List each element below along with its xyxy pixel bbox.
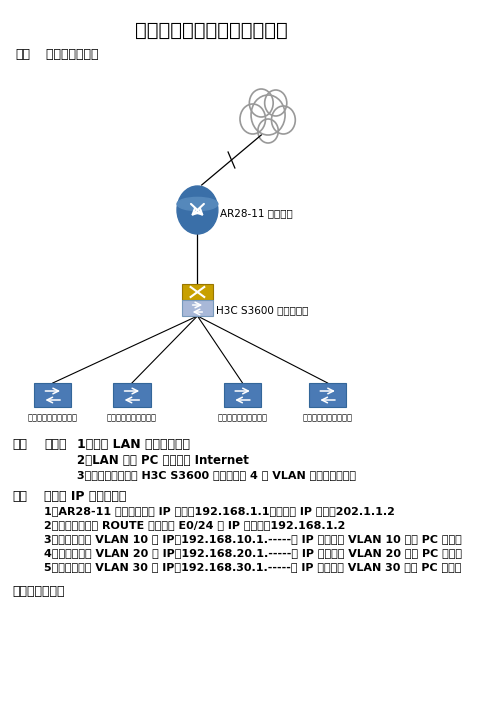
Text: 四、具体配置：: 四、具体配置：	[13, 585, 65, 598]
Circle shape	[177, 186, 218, 234]
FancyBboxPatch shape	[34, 383, 71, 407]
Text: 无网管协议二层交换机: 无网管协议二层交换机	[28, 413, 78, 422]
Circle shape	[249, 89, 273, 117]
Text: 需求：: 需求：	[44, 438, 67, 451]
Circle shape	[240, 104, 265, 134]
Ellipse shape	[177, 197, 218, 211]
Text: AR28-11 型路由器: AR28-11 型路由器	[220, 208, 293, 218]
FancyBboxPatch shape	[224, 383, 261, 407]
Text: 1、完成 LAN 内的相互通信: 1、完成 LAN 内的相互通信	[76, 438, 189, 451]
FancyBboxPatch shape	[309, 383, 346, 407]
Text: 二、: 二、	[13, 438, 28, 451]
Circle shape	[265, 90, 287, 116]
Text: 无网管协议二层交换机: 无网管协议二层交换机	[107, 413, 157, 422]
Text: 1、AR28-11 路由器内网口 IP 地址：192.168.1.1，外网口 IP 地址：202.1.1.2: 1、AR28-11 路由器内网口 IP 地址：192.168.1.1，外网口 I…	[44, 506, 395, 516]
Text: 功能及组网需求: 功能及组网需求	[34, 48, 99, 62]
FancyBboxPatch shape	[182, 300, 213, 316]
Text: H3C S3600 三层交换机: H3C S3600 三层交换机	[216, 305, 309, 315]
FancyBboxPatch shape	[182, 284, 213, 300]
Text: 各设备 IP 地址规划：: 各设备 IP 地址规划：	[44, 490, 126, 503]
FancyBboxPatch shape	[113, 383, 151, 407]
Text: 4、三层交换机 VLAN 20 的 IP：192.168.20.1.-----此 IP 地址作为 VLAN 20 下属 PC 的网关: 4、三层交换机 VLAN 20 的 IP：192.168.20.1.-----此…	[44, 548, 462, 558]
Text: 3、三层交换机 VLAN 10 的 IP：192.168.10.1.-----此 IP 地址作为 VLAN 10 下属 PC 的网关: 3、三层交换机 VLAN 10 的 IP：192.168.10.1.-----此…	[44, 534, 462, 544]
Circle shape	[258, 119, 278, 143]
Text: 3、根据需求，要求 H3C S3600 交换机划分 4 个 VLAN 来隔离广播域。: 3、根据需求，要求 H3C S3600 交换机划分 4 个 VLAN 来隔离广播…	[76, 470, 356, 480]
Text: 无网管协议二层交换机: 无网管协议二层交换机	[303, 413, 353, 422]
Text: 中小型企业基础网络配置实例: 中小型企业基础网络配置实例	[135, 20, 287, 39]
Text: 2、三层交换机与 ROUTE 相连接的 E0/24 口 IP 地址为：192.168.1.2: 2、三层交换机与 ROUTE 相连接的 E0/24 口 IP 地址为：192.1…	[44, 520, 346, 530]
Text: 无网管协议二层交换机: 无网管协议二层交换机	[218, 413, 267, 422]
Text: 5、三层交换机 VLAN 30 的 IP：192.168.30.1.-----此 IP 地址作为 VLAN 30 下层 PC 的网关: 5、三层交换机 VLAN 30 的 IP：192.168.30.1.-----此…	[44, 562, 462, 572]
Text: 一、: 一、	[15, 48, 30, 62]
Circle shape	[251, 95, 285, 135]
Text: 2、LAN 内各 PC 均可访问 Internet: 2、LAN 内各 PC 均可访问 Internet	[76, 454, 248, 467]
Circle shape	[271, 106, 295, 134]
Text: 三、: 三、	[13, 490, 28, 503]
